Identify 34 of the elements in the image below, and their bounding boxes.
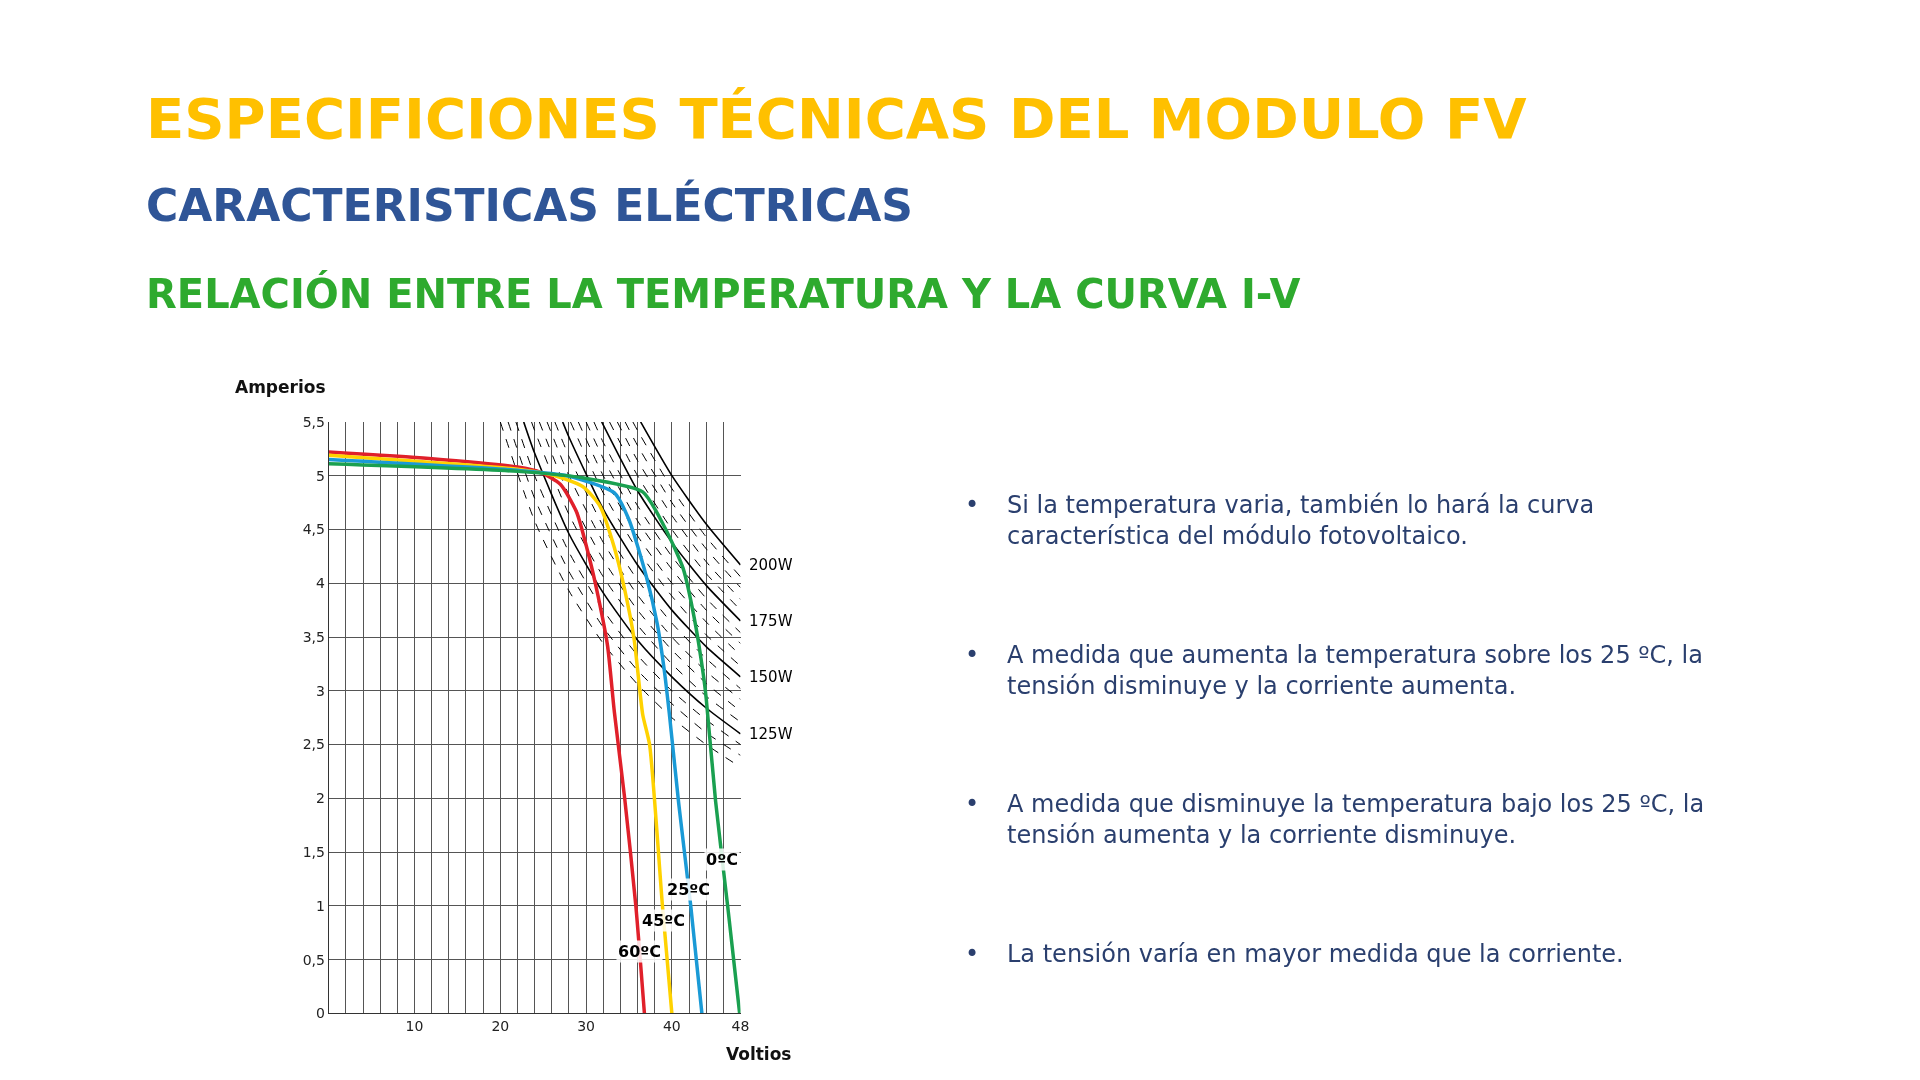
series-label: 60ºC xyxy=(618,942,662,961)
y-tick-label: 5 xyxy=(315,467,325,484)
x-tick-label: 20 xyxy=(491,1018,510,1035)
text: RELACIÓN ENTRE LA TEMPERATURA Y LA CURVA I-V xyxy=(146,270,1301,317)
series-label: 125W xyxy=(749,725,793,743)
y-tick-label: 3,5 xyxy=(302,628,325,645)
y-tick-label: 4,5 xyxy=(302,521,325,538)
y-tick-label: 3 xyxy=(315,682,325,699)
x-axis-title: Voltios xyxy=(726,1044,792,1064)
y-tick-label: 0 xyxy=(315,1005,325,1022)
series-label: 25ºC xyxy=(667,880,711,899)
y-tick-label: 1,5 xyxy=(302,844,325,861)
x-tick-label: 30 xyxy=(577,1018,595,1035)
y-tick-label: 5,5 xyxy=(302,413,325,430)
chart-subtitle: CARACTERISTICAS ELÉCTRICAS xyxy=(146,179,914,231)
series-label: 45ºC xyxy=(642,911,686,930)
y-tick-label: 2 xyxy=(315,790,325,807)
y-tick-label: 0,5 xyxy=(302,951,325,968)
y-tick-label: 1 xyxy=(315,897,325,914)
series-label: 150W xyxy=(749,668,793,686)
chart-title: ESPECIFICIONES TÉCNICAS DEL MODULO FV xyxy=(146,86,1528,151)
series-label: 175W xyxy=(749,612,793,630)
text: • A medida que aumenta la temperatura sobre los 25 ºC, la tensión disminuye y la corriente aumenta. xyxy=(965,641,1703,701)
series-label: 0ºC xyxy=(706,850,738,869)
series-label: 200W xyxy=(749,556,793,574)
x-tick-label: 40 xyxy=(662,1018,681,1035)
text: • La tensión varía en mayor medida que la corriente. xyxy=(965,940,1624,968)
x-tick-label: 10 xyxy=(405,1018,424,1035)
y-tick-label: 2,5 xyxy=(302,736,325,753)
text: • Si la temperatura varia, también lo hará la curva característica del módulo fotovoltaico. xyxy=(965,491,1595,551)
x-tick-label: 48 xyxy=(731,1018,750,1035)
text: • A medida que disminuye la temperatura bajo los 25 ºC, la tensión aumenta y la corriente disminuye. xyxy=(965,790,1705,850)
y-axis-title: Amperios xyxy=(235,377,326,397)
y-tick-label: 4 xyxy=(315,575,325,592)
